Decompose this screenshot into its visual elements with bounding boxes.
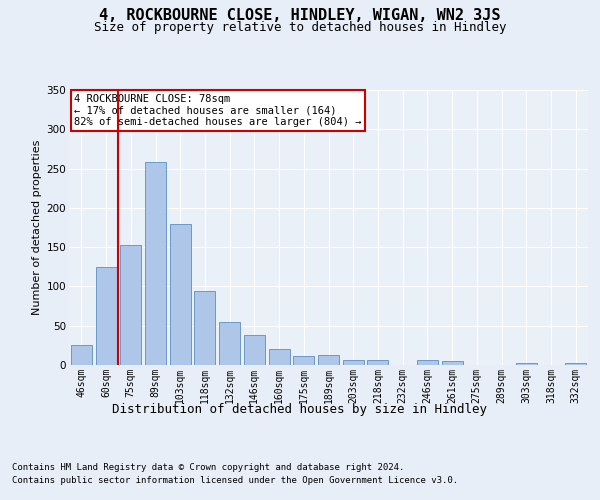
Bar [516, 364, 537, 365]
Text: 4 ROCKBOURNE CLOSE: 78sqm
← 17% of detached houses are smaller (164)
82% of semi: 4 ROCKBOURNE CLOSE: 78sqm ← 17% of detac… [74, 94, 362, 128]
Bar [120, 245, 141, 365]
Bar [417, 360, 438, 365]
Bar [293, 356, 314, 365]
Text: Contains HM Land Registry data © Crown copyright and database right 2024.: Contains HM Land Registry data © Crown c… [12, 462, 404, 471]
Bar [170, 224, 191, 365]
Bar [71, 346, 92, 365]
Bar [145, 162, 166, 365]
Bar [442, 361, 463, 365]
Text: Size of property relative to detached houses in Hindley: Size of property relative to detached ho… [94, 21, 506, 34]
Text: Distribution of detached houses by size in Hindley: Distribution of detached houses by size … [113, 402, 487, 415]
Bar [343, 360, 364, 365]
Bar [244, 335, 265, 365]
Y-axis label: Number of detached properties: Number of detached properties [32, 140, 43, 315]
Bar [565, 364, 586, 365]
Text: Contains public sector information licensed under the Open Government Licence v3: Contains public sector information licen… [12, 476, 458, 485]
Text: 4, ROCKBOURNE CLOSE, HINDLEY, WIGAN, WN2 3JS: 4, ROCKBOURNE CLOSE, HINDLEY, WIGAN, WN2… [99, 8, 501, 22]
Bar [318, 355, 339, 365]
Bar [194, 291, 215, 365]
Bar [367, 360, 388, 365]
Bar [95, 267, 116, 365]
Bar [219, 322, 240, 365]
Bar [269, 348, 290, 365]
